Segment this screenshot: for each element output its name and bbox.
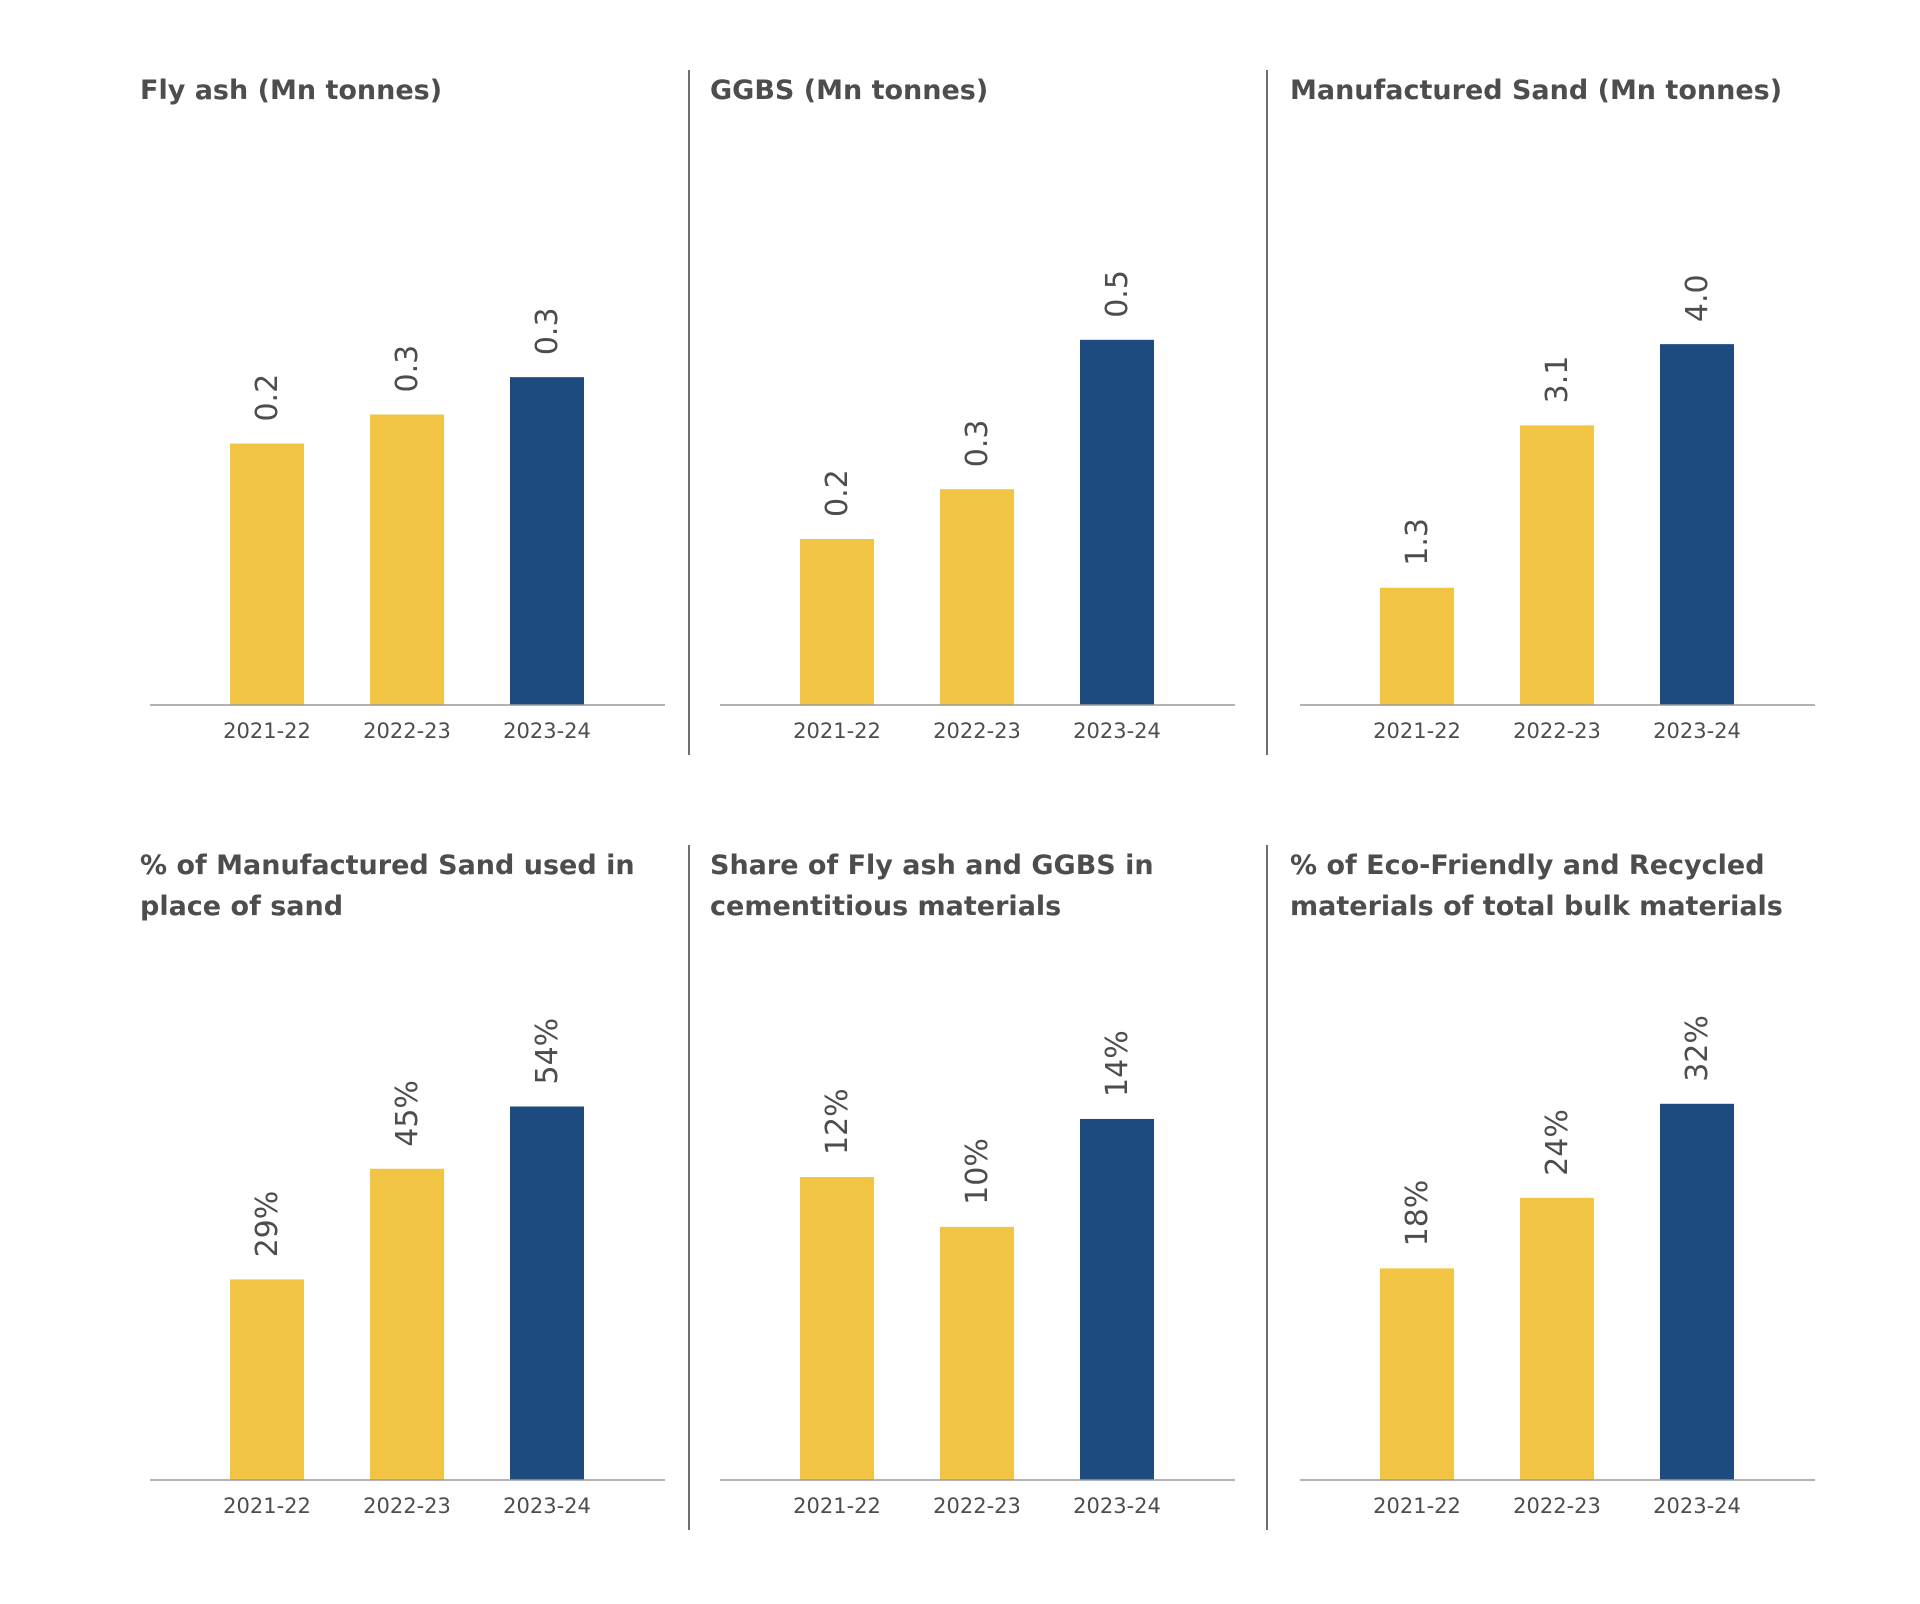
- bar-2021-22: [800, 1177, 874, 1480]
- panel-divider: [1266, 845, 1268, 1530]
- chart-panel-2: GGBS (Mn tonnes) 0.2 2021-22 0.3 2022-23 0.5 2…: [710, 70, 1270, 820]
- chart-title: % of Manufactured Sand used in place of …: [140, 850, 635, 922]
- bar-chart: 12% 2021-22 10% 2022-23 14% 2023-24: [720, 1030, 1235, 1518]
- bar-2021-22: [1380, 587, 1454, 705]
- data-label: 54%: [530, 1018, 565, 1085]
- bar-chart: 0.2 2021-22 0.3 2022-23 0.3 2023-24: [150, 307, 665, 743]
- data-label: 12%: [820, 1088, 855, 1155]
- bar-2021-22: [230, 1279, 304, 1480]
- bar-2023-24: [1660, 1103, 1734, 1480]
- x-tick-label: 2022-23: [933, 1494, 1021, 1518]
- bar-2021-22: [1380, 1268, 1454, 1480]
- x-tick-label: 2022-23: [363, 719, 451, 743]
- data-label: 4.0: [1680, 274, 1715, 322]
- x-tick-label: 2023-24: [1653, 1494, 1741, 1518]
- x-tick-label: 2022-23: [1513, 1494, 1601, 1518]
- bar-2023-24: [1080, 339, 1154, 705]
- chart-panel-1: Fly ash (Mn tonnes) 0.2 2021-22 0.3 2022-23 0…: [140, 70, 700, 820]
- panel-divider: [688, 70, 690, 755]
- x-tick-label: 2023-24: [1653, 719, 1741, 743]
- chart-panel-6: % of Eco-Friendly and Recycled materials…: [1290, 845, 1850, 1595]
- chart-panel-5: Share of Fly ash and GGBS in cementitiou…: [710, 845, 1270, 1595]
- bar-2022-23: [940, 1226, 1014, 1480]
- bar-2022-23: [1520, 425, 1594, 705]
- x-tick-label: 2021-22: [223, 719, 311, 743]
- bar-2022-23: [940, 489, 1014, 705]
- x-tick-label: 2023-24: [503, 719, 591, 743]
- x-tick-label: 2021-22: [793, 1494, 881, 1518]
- x-tick-label: 2023-24: [503, 1494, 591, 1518]
- data-label: 1.3: [1400, 518, 1435, 566]
- x-tick-label: 2022-23: [1513, 719, 1601, 743]
- data-label: 3.1: [1540, 356, 1575, 404]
- data-label: 0.3: [530, 307, 565, 355]
- bar-2022-23: [1520, 1197, 1594, 1480]
- chart-title: Fly ash (Mn tonnes): [140, 75, 443, 106]
- x-tick-label: 2023-24: [1073, 719, 1161, 743]
- chart-title: Manufactured Sand (Mn tonnes): [1290, 75, 1783, 106]
- bar-2022-23: [370, 414, 444, 705]
- x-tick-label: 2021-22: [223, 1494, 311, 1518]
- data-label: 18%: [1400, 1180, 1435, 1247]
- data-label: 24%: [1540, 1109, 1575, 1176]
- data-label: 10%: [960, 1138, 995, 1205]
- x-tick-label: 2021-22: [1373, 1494, 1461, 1518]
- bar-2023-24: [1080, 1118, 1154, 1480]
- data-label: 45%: [390, 1080, 425, 1147]
- bar-2021-22: [230, 443, 304, 705]
- chart-title: Share of Fly ash and GGBS in cementitiou…: [710, 850, 1154, 922]
- data-label: 0.3: [390, 345, 425, 393]
- x-tick-label: 2021-22: [793, 719, 881, 743]
- x-tick-label: 2022-23: [363, 1494, 451, 1518]
- x-tick-label: 2021-22: [1373, 719, 1461, 743]
- data-label: 0.5: [1100, 270, 1135, 318]
- bar-2021-22: [800, 539, 874, 705]
- chart-panel-4: % of Manufactured Sand used in place of …: [140, 845, 700, 1595]
- panel-divider: [688, 845, 690, 1530]
- data-label: 29%: [250, 1191, 285, 1258]
- x-tick-label: 2023-24: [1073, 1494, 1161, 1518]
- panel-divider: [1266, 70, 1268, 755]
- bar-chart: 0.2 2021-22 0.3 2022-23 0.5 2023-24: [720, 270, 1235, 743]
- bar-chart: 29% 2021-22 45% 2022-23 54% 2023-24: [150, 1018, 665, 1518]
- data-label: 32%: [1680, 1015, 1715, 1082]
- bar-2023-24: [1660, 344, 1734, 705]
- bar-chart: 1.3 2021-22 3.1 2022-23 4.0 2023-24: [1300, 274, 1815, 743]
- x-tick-label: 2022-23: [933, 719, 1021, 743]
- data-label: 0.2: [250, 374, 285, 422]
- bar-2023-24: [510, 377, 584, 705]
- chart-title: GGBS (Mn tonnes): [710, 75, 989, 106]
- bar-2022-23: [370, 1168, 444, 1480]
- data-label: 0.2: [820, 469, 855, 517]
- data-label: 14%: [1100, 1030, 1135, 1097]
- data-label: 0.3: [960, 419, 995, 467]
- chart-panel-3: Manufactured Sand (Mn tonnes) 1.3 2021-22 3…: [1290, 70, 1850, 820]
- bar-chart: 18% 2021-22 24% 2022-23 32% 2023-24: [1300, 1015, 1815, 1518]
- bar-2023-24: [510, 1106, 584, 1480]
- chart-title: % of Eco-Friendly and Recycled materials…: [1290, 850, 1783, 922]
